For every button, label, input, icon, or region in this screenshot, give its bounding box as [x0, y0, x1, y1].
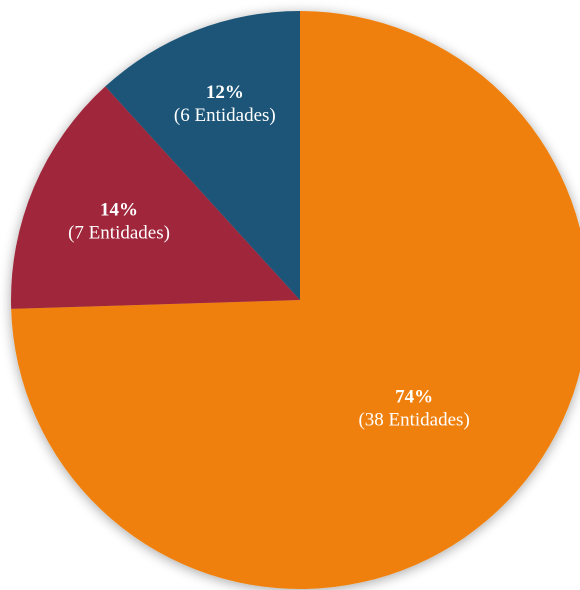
- pie-slices: [11, 11, 580, 589]
- pie-slice-count-2: (6 Entidades): [174, 105, 276, 126]
- pie-slice-2: [105, 11, 300, 300]
- pie-slice-percent-0: 74%: [395, 387, 433, 408]
- pie-slice-percent-1: 14%: [100, 199, 138, 220]
- pie-labels: 74% (38 Entidades) 14% (7 Entidades) 12% (6 E…: [68, 82, 470, 431]
- pie-slice-0: [11, 11, 580, 589]
- pie-slice-label-2: 12% (6 Entidades): [174, 82, 276, 126]
- pie-slice-1: [11, 86, 300, 309]
- pie-slice-count-1: (7 Entidades): [68, 222, 170, 243]
- pie-slice-percent-2: 12%: [206, 82, 244, 103]
- pie-slice-count-0: (38 Entidades): [358, 410, 469, 431]
- pie-slice-label-0: 74% (38 Entidades): [358, 387, 469, 431]
- pie-slice-label-1: 14% (7 Entidades): [68, 199, 170, 243]
